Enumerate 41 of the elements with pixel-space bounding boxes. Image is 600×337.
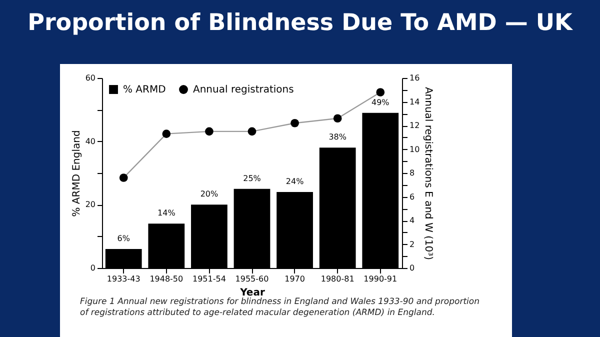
x-tick-label: 1948-50: [150, 274, 184, 284]
x-tick-label: 1955-60: [235, 274, 269, 284]
data-label: 14%: [158, 208, 176, 218]
y2-tick-label: 14: [410, 97, 420, 106]
point: [205, 127, 214, 136]
chart-title: Proportion of Blindness Due To AMD — UK: [26, 10, 574, 36]
y2-tick-label: 6: [410, 192, 415, 202]
y2-tick-label: 8: [410, 168, 415, 178]
y2-axis-title: Annual registrations E and W (10³): [422, 86, 434, 260]
x-tick-label: 1990-91: [364, 274, 398, 284]
point: [248, 127, 256, 136]
data-label: 49%: [371, 98, 390, 107]
y2-tick-label: 2: [410, 240, 415, 249]
data-label: 24%: [286, 177, 304, 186]
x-tick-label: 1970: [284, 274, 305, 284]
y-tick-label: 0: [90, 264, 96, 272]
y-axis-title: % ARMD England: [71, 130, 82, 217]
y2-tick-label: 4: [410, 216, 415, 225]
point: [162, 130, 171, 138]
y-tick-label: 60: [85, 74, 96, 82]
x-tick-label: 1951-54: [192, 274, 226, 284]
y2-tick-label: 0: [410, 264, 415, 272]
data-label: 38%: [328, 132, 347, 142]
data-label: 6%: [117, 234, 130, 243]
legend-label: Annual registrations: [193, 84, 294, 96]
legend-label: % ARMD: [123, 84, 166, 96]
x-tick-label: 1933-43: [106, 274, 140, 284]
data-label: 20%: [200, 190, 218, 199]
caption: Figure 1 Annual new registrations for blindness in England and Wales 1933-90 and proportion of registrations attributed to age-related macular degeneration (ARMD) in England.: [80, 297, 481, 319]
y2-tick-label: 16: [410, 74, 420, 82]
point: [290, 118, 299, 128]
data-label: 25%: [243, 174, 262, 183]
x-axis-title: Year: [239, 288, 265, 298]
y2-tick-label: 12: [410, 121, 420, 130]
y-tick-label: 40: [85, 136, 96, 146]
point: [333, 114, 342, 123]
y2-tick-label: 10: [410, 144, 420, 154]
x-tick-label: 1980-81: [320, 274, 354, 284]
point: [376, 88, 385, 96]
point: [119, 174, 128, 182]
y-tick-label: 20: [85, 200, 96, 210]
